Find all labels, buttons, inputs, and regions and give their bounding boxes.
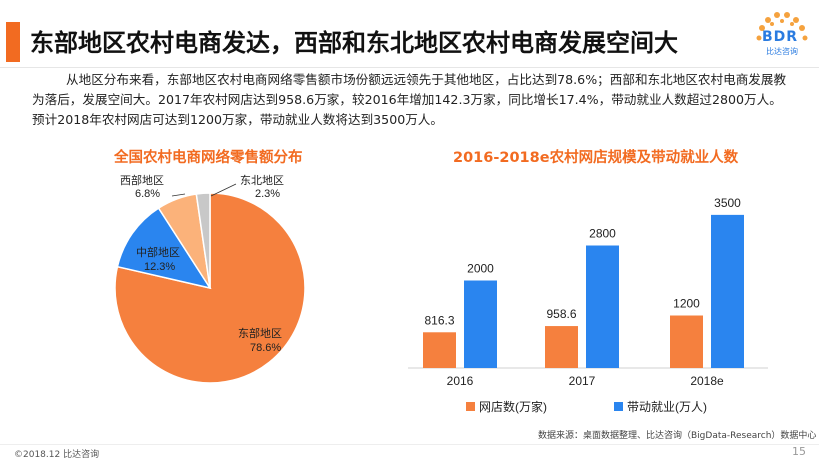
bar-legend: 网店数(万家) 带动就业(万人) xyxy=(466,399,707,414)
bar-label-stores-2018e: 1200 xyxy=(673,297,700,311)
bar-label-stores-2017: 958.6 xyxy=(546,307,576,321)
pie-label-northeast-value: 2.3% xyxy=(255,188,280,200)
pie-slice-central xyxy=(116,207,212,290)
logo-icon xyxy=(756,12,808,41)
copyright: ©2018.12 比达咨询 xyxy=(14,450,100,460)
data-source: 数据来源：桌面数据整理、比达咨询（BigData-Research）数据中心 xyxy=(538,431,817,441)
bar-stores-2016 xyxy=(423,332,456,368)
bar-category-2017: 2017 xyxy=(569,374,596,388)
pie-label-central-value: 12.3% xyxy=(144,261,175,273)
footer-divider xyxy=(0,444,819,445)
bar-label-jobs-2017: 2800 xyxy=(589,227,616,241)
bar-jobs-2017 xyxy=(586,245,619,368)
logo-subtext: 比达咨询 xyxy=(766,47,798,56)
bar-stores-2018e xyxy=(670,315,703,368)
bar-label-stores-2016: 816.3 xyxy=(424,313,454,327)
page-title: 东部地区农村电商发达，西部和东北地区农村电商发展空间大 xyxy=(30,29,678,57)
pie-label-west-name: 西部地区 xyxy=(120,173,164,187)
pie-label-central-name: 中部地区 xyxy=(136,245,180,259)
leader-line-west xyxy=(171,193,186,197)
bar-chart-title: 2016-2018e农村网店规模及带动就业人数 xyxy=(453,150,739,166)
bar-label-jobs-2016: 2000 xyxy=(467,262,494,276)
pie-label-east-name: 东部地区 xyxy=(238,326,282,340)
legend-label-jobs: 带动就业(万人) xyxy=(627,400,707,414)
logo-dots xyxy=(756,12,808,41)
pie-chart-title: 全国农村电商网络零售额分布 xyxy=(114,150,303,166)
leader-line-northeast xyxy=(210,183,237,197)
bar-category-2016: 2016 xyxy=(447,374,474,388)
logo-text: BDR xyxy=(762,29,799,45)
intro-paragraph: 从地区分布来看，东部地区农村电商网络零售额市场份额远远领先于其他地区，占比达到7… xyxy=(32,72,787,127)
bar-jobs-2018e xyxy=(711,214,744,368)
header-divider xyxy=(0,67,819,68)
pie-slice-northeast xyxy=(195,192,211,289)
bar-chart: 816.3 2000 958.6 2800 1200 3500 2016 2017 2018e… xyxy=(408,196,768,414)
title-accent-bar xyxy=(6,22,20,62)
pie-label-west-value: 6.8% xyxy=(135,188,160,200)
bar-stores-2017 xyxy=(545,326,578,368)
pie-label-east-value: 78.6% xyxy=(250,342,281,354)
bar-category-2018e: 2018e xyxy=(690,374,724,388)
legend-swatch-jobs xyxy=(614,402,623,411)
legend-swatch-stores xyxy=(466,402,475,411)
legend-label-stores: 网店数(万家) xyxy=(479,399,547,414)
pie-label-northeast-name: 东北地区 xyxy=(240,174,284,187)
bar-jobs-2016 xyxy=(464,280,497,368)
bar-label-jobs-2018e: 3500 xyxy=(714,196,741,210)
page-number: 15 xyxy=(792,445,806,458)
